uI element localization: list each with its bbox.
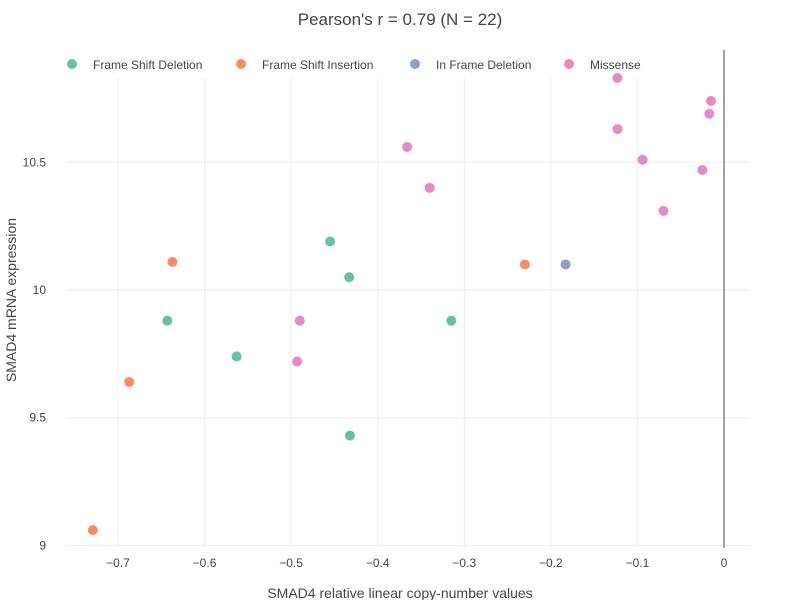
x-tick-label: −0.2 [539, 556, 563, 570]
legend-label: Frame Shift Deletion [93, 58, 202, 72]
x-tick-label: −0.7 [106, 556, 130, 570]
data-point[interactable] [292, 356, 303, 367]
chart-title: Pearson's r = 0.79 (N = 22) [298, 10, 503, 29]
data-point[interactable] [446, 315, 457, 326]
legend-item[interactable]: Frame Shift Insertion [236, 58, 373, 72]
data-point[interactable] [124, 376, 135, 387]
series-2 [560, 259, 571, 270]
data-point[interactable] [325, 236, 336, 247]
legend-label: Missense [590, 58, 641, 72]
x-tick-label: −0.6 [193, 556, 217, 570]
data-point[interactable] [560, 259, 571, 270]
y-tick-label: 9.5 [29, 411, 46, 425]
legend-item[interactable]: Missense [564, 58, 641, 72]
data-point[interactable] [637, 154, 648, 165]
grid [66, 78, 750, 548]
legend-marker [67, 59, 77, 69]
y-tick-label: 9 [39, 538, 46, 552]
data-point[interactable] [697, 164, 708, 175]
legend-item[interactable]: In Frame Deletion [410, 58, 531, 72]
legend-label: In Frame Deletion [436, 58, 531, 72]
data-point[interactable] [402, 141, 413, 152]
data-point[interactable] [612, 124, 623, 135]
axes: −0.7 −0.6 −0.5 −0.4 −0.3 −0.2 −0.1 0 9 9.5 10 10.5 [23, 50, 728, 570]
series-3 [292, 73, 717, 367]
series-1 [87, 256, 530, 536]
legend[interactable]: Frame Shift Deletion Frame Shift Insertio… [67, 58, 641, 72]
data-point[interactable] [704, 108, 715, 119]
y-tick-label: 10.5 [23, 155, 47, 169]
legend-item[interactable]: Frame Shift Deletion [67, 58, 202, 72]
data-point[interactable] [294, 315, 305, 326]
legend-marker [410, 59, 420, 69]
data-point[interactable] [706, 95, 717, 106]
legend-label: Frame Shift Insertion [262, 58, 373, 72]
data-point[interactable] [162, 315, 173, 326]
data-point[interactable] [344, 430, 355, 441]
data-point[interactable] [658, 205, 669, 216]
data-point[interactable] [424, 182, 435, 193]
y-tick-label: 10 [33, 283, 47, 297]
x-tick-label: −0.5 [279, 556, 303, 570]
data-points [87, 73, 717, 536]
x-axis-title: SMAD4 relative linear copy-number values [267, 585, 532, 600]
y-axis-title: SMAD4 mRNA expression [3, 218, 19, 382]
data-point[interactable] [344, 272, 355, 283]
x-tick-label: 0 [721, 556, 728, 570]
x-tick-label: −0.4 [366, 556, 390, 570]
data-point[interactable] [519, 259, 530, 270]
legend-marker [236, 59, 246, 69]
data-point[interactable] [231, 351, 242, 362]
x-tick-label: −0.3 [452, 556, 476, 570]
series-0 [162, 236, 457, 441]
data-point[interactable] [167, 256, 178, 267]
legend-marker [564, 59, 574, 69]
x-tick-label: −0.1 [626, 556, 650, 570]
data-point[interactable] [612, 73, 623, 83]
data-point[interactable] [87, 525, 98, 536]
